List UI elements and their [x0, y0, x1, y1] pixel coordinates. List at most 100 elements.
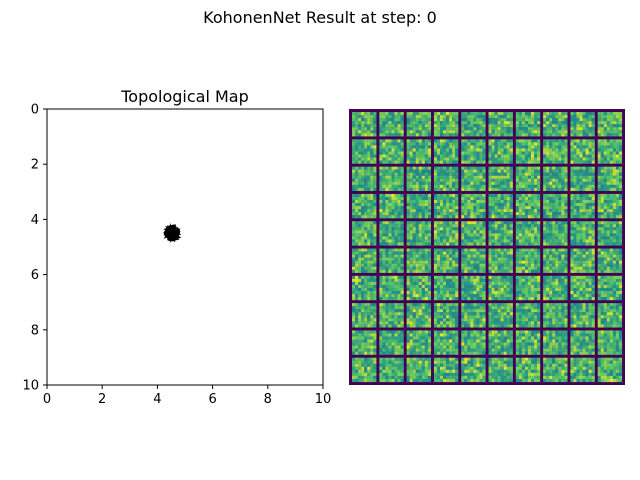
- weight-pixel: [439, 290, 444, 295]
- weight-pixel: [479, 294, 483, 298]
- weight-pixel: [534, 224, 538, 228]
- weight-pixel: [603, 263, 607, 267]
- weight-pixel: [503, 178, 507, 182]
- weight-pixel: [382, 130, 386, 134]
- weight-pixel: [609, 118, 614, 122]
- weight-pixel: [591, 281, 595, 286]
- weight-pixel: [358, 312, 362, 316]
- weight-pixel: [558, 236, 562, 240]
- weight-pixel: [370, 266, 374, 270]
- weight-pixel: [534, 172, 538, 176]
- weight-pixel: [509, 254, 513, 258]
- weight-pixel: [476, 224, 480, 228]
- weight-pixel: [588, 266, 592, 270]
- weight-pixel: [397, 287, 401, 292]
- weight-pixel: [603, 187, 607, 192]
- weight-image: [543, 275, 568, 301]
- weight-pixel: [530, 275, 535, 279]
- weight-pixel: [515, 254, 519, 258]
- weight-pixel: [436, 278, 441, 283]
- weight-pixel: [370, 166, 374, 170]
- weight-pixel: [503, 248, 507, 252]
- weight-pixel: [579, 269, 583, 273]
- weight-pixel: [552, 130, 556, 134]
- weight-pixel: [421, 251, 425, 255]
- weight-pixel: [433, 290, 438, 295]
- weight-pixel: [503, 312, 507, 316]
- weight-pixel: [355, 145, 359, 149]
- weight-pixel: [455, 248, 459, 252]
- weight-pixel: [564, 242, 568, 246]
- weight-pixel: [461, 139, 465, 143]
- weight-pixel: [364, 324, 368, 328]
- weight-pixel: [385, 139, 389, 143]
- weight-pixel: [600, 115, 604, 119]
- weight-pixel: [397, 151, 401, 155]
- weight-pixel: [555, 230, 559, 234]
- weight-pixel: [494, 260, 498, 264]
- weight-pixel: [443, 278, 447, 283]
- weight-pixel: [385, 251, 389, 255]
- weight-pixel: [552, 233, 556, 237]
- weight-pixel: [615, 118, 620, 122]
- weight-pixel: [494, 248, 498, 252]
- weight-pixel: [615, 121, 620, 125]
- weight-pixel: [358, 263, 362, 267]
- weight-pixel: [552, 236, 556, 240]
- weight-pixel: [482, 151, 486, 155]
- weight-pixel: [491, 257, 495, 261]
- weight-pixel: [576, 269, 580, 273]
- weight-pixel: [552, 127, 556, 131]
- weight-pixel: [373, 257, 377, 261]
- weight-pixel: [391, 297, 395, 301]
- weight-pixel: [606, 124, 610, 128]
- weight-pixel: [361, 184, 365, 188]
- weight-pixel: [421, 193, 425, 198]
- weight-pixel: [379, 278, 383, 283]
- weight-pixel: [473, 199, 477, 204]
- weight-pixel: [367, 278, 371, 283]
- weight-pixel: [439, 215, 444, 219]
- weight-pixel: [527, 260, 532, 264]
- weight-pixel: [361, 260, 365, 264]
- weight-pixel: [470, 281, 474, 286]
- weight-pixel: [570, 196, 574, 201]
- weight-pixel: [452, 236, 456, 240]
- weight-pixel: [421, 199, 425, 204]
- weight-pixel: [473, 157, 477, 161]
- weight-pixel: [543, 175, 547, 179]
- weight-pixel: [424, 287, 428, 292]
- weight-pixel: [612, 248, 617, 252]
- weight-pixel: [470, 221, 474, 225]
- weight-pixel: [406, 294, 410, 298]
- weight-pixel: [618, 133, 623, 137]
- weight-pixel: [470, 257, 474, 261]
- weight-pixel: [400, 287, 404, 292]
- weight-pixel: [606, 118, 610, 122]
- weight-pixel: [406, 254, 410, 258]
- weight-pixel: [573, 254, 577, 258]
- weight-pixel: [421, 209, 425, 213]
- weight-pixel: [527, 284, 532, 289]
- weight-pixel: [530, 196, 535, 201]
- weight-pixel: [470, 263, 474, 267]
- weight-pixel: [358, 130, 362, 134]
- weight-pixel: [464, 118, 468, 122]
- weight-image: [433, 139, 459, 164]
- weight-pixel: [409, 221, 413, 225]
- weight-pixel: [358, 199, 362, 204]
- weight-pixel: [449, 184, 453, 188]
- weight-pixel: [555, 275, 559, 279]
- weight-pixel: [618, 142, 623, 146]
- weight-pixel: [415, 145, 419, 149]
- weight-pixel: [406, 287, 410, 292]
- weight-pixel: [534, 278, 538, 283]
- weight-pixel: [433, 281, 438, 286]
- weight-pixel: [546, 154, 550, 158]
- weight-pixel: [379, 145, 383, 149]
- weight-pixel: [397, 290, 401, 295]
- weight-pixel: [424, 196, 428, 201]
- weight-pixel: [391, 187, 395, 192]
- weight-pixel: [406, 115, 410, 119]
